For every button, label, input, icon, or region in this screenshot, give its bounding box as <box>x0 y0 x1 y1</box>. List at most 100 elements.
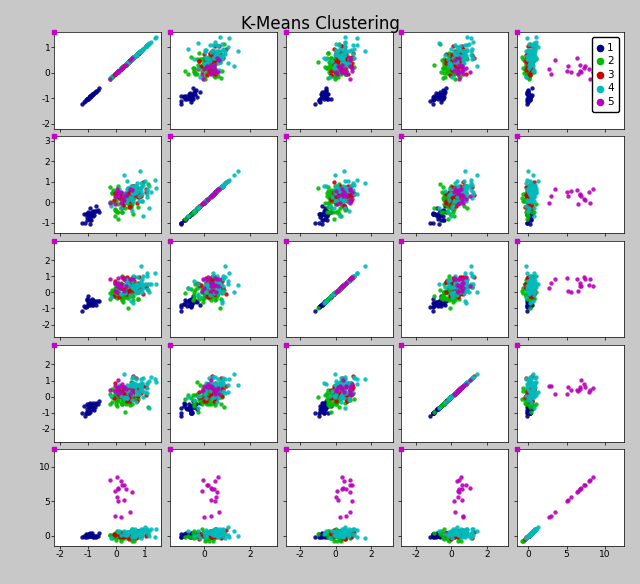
Point <box>429 209 440 218</box>
Point <box>198 61 208 70</box>
Point <box>439 92 449 101</box>
Point <box>438 200 449 209</box>
Point <box>184 399 194 409</box>
Point <box>326 55 336 65</box>
Point <box>326 291 336 301</box>
Point <box>439 189 449 198</box>
Point <box>525 383 536 392</box>
Point <box>197 69 207 78</box>
Point <box>330 381 340 390</box>
Point <box>519 69 529 78</box>
Point <box>332 188 342 197</box>
Point <box>136 276 146 285</box>
Point <box>128 286 138 295</box>
Point <box>339 56 349 65</box>
Point <box>331 287 341 297</box>
Point <box>212 524 223 534</box>
Point <box>339 62 349 71</box>
Point <box>331 287 341 297</box>
Point <box>352 33 362 43</box>
Point <box>445 393 455 402</box>
Point <box>119 529 129 538</box>
Point <box>214 56 224 65</box>
Point <box>524 387 534 397</box>
Point <box>525 276 535 285</box>
Point <box>111 69 121 78</box>
Point <box>317 299 328 308</box>
Point <box>82 95 92 104</box>
Point <box>202 530 212 539</box>
Point <box>321 55 332 64</box>
Point <box>524 287 534 296</box>
Point <box>343 381 353 390</box>
Point <box>529 378 540 388</box>
Point <box>447 283 457 292</box>
Point <box>450 179 460 188</box>
Point <box>208 281 218 290</box>
Point <box>529 48 539 57</box>
Point <box>445 58 456 67</box>
Point <box>339 190 349 200</box>
Point <box>524 55 534 65</box>
Point <box>332 386 342 395</box>
Point <box>327 192 337 201</box>
Point <box>524 396 534 405</box>
Point <box>212 386 222 395</box>
Point <box>335 529 345 538</box>
Point <box>126 380 136 390</box>
Point <box>451 54 461 63</box>
Point <box>525 286 536 296</box>
Point <box>453 386 463 395</box>
Point <box>331 390 341 399</box>
Point <box>447 533 458 543</box>
Point <box>456 384 466 393</box>
Point <box>438 195 449 204</box>
Point <box>324 63 335 72</box>
Point <box>191 69 202 78</box>
Point <box>329 71 339 81</box>
Point <box>320 531 330 540</box>
Point <box>123 304 133 313</box>
Point <box>115 280 125 289</box>
Point <box>454 54 464 63</box>
Point <box>438 293 449 303</box>
Point <box>188 208 198 217</box>
Point <box>466 374 476 383</box>
Point <box>442 530 452 540</box>
Point <box>113 529 123 538</box>
Point <box>328 399 338 409</box>
Point <box>450 272 460 281</box>
Point <box>335 535 345 544</box>
Point <box>456 383 467 392</box>
Point <box>522 68 532 78</box>
Point <box>92 297 102 306</box>
Point <box>124 190 134 200</box>
Point <box>525 195 535 204</box>
Point <box>195 528 205 537</box>
Point <box>526 373 536 383</box>
Point <box>207 269 218 278</box>
Point <box>116 392 127 401</box>
Point <box>210 188 220 197</box>
Point <box>110 381 120 391</box>
Point <box>344 276 354 285</box>
Point <box>81 95 92 105</box>
Point <box>136 378 147 388</box>
Point <box>186 409 196 418</box>
Point <box>522 532 532 541</box>
Point <box>527 58 537 67</box>
Point <box>200 196 211 206</box>
Point <box>452 526 462 536</box>
Point <box>199 532 209 541</box>
Point <box>458 287 468 297</box>
Point <box>332 386 342 395</box>
Point <box>454 385 465 394</box>
Point <box>326 386 336 395</box>
Point <box>524 54 534 64</box>
Point <box>458 279 468 288</box>
Point <box>110 69 120 78</box>
Point <box>207 284 217 293</box>
Point <box>588 282 598 291</box>
Point <box>461 279 471 288</box>
Point <box>118 61 129 71</box>
